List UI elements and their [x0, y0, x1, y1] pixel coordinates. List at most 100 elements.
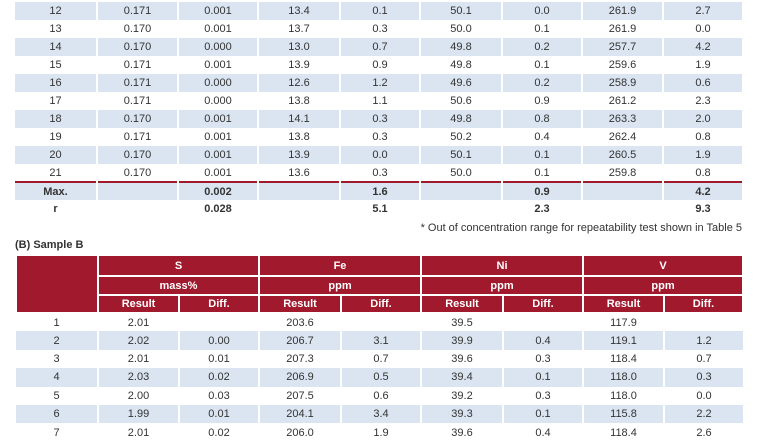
table-cell: 2.0: [662, 110, 742, 128]
table-cell: 50.0: [419, 20, 502, 38]
table-cell: 0.001: [177, 2, 258, 20]
table-cell: 18: [15, 110, 97, 128]
table-cell: 206.9: [258, 368, 341, 387]
table-cell: 17: [49, 95, 62, 107]
table-row: 13 0.170 0.001 13.7 0.3 50.0 0.1 261.9 0.0: [15, 20, 742, 38]
table-cell: 0.1: [502, 404, 583, 424]
table-cell: 21: [49, 166, 62, 179]
table-a: 12 0.171 0.001 13.4 0.1 50.1 0.0 261.9 2.7 13 0.17…: [15, 2, 742, 218]
table-cell: 50.6: [419, 92, 502, 110]
table-cell: [340, 313, 421, 332]
table-cell: 0.6: [340, 386, 421, 405]
table-cell: 0.7: [340, 349, 421, 369]
table-cell: 13.4: [257, 2, 340, 20]
table-cell: 263.3: [581, 110, 663, 128]
table-cell: 0.000: [177, 92, 258, 110]
table-cell: 0.4: [502, 331, 583, 350]
table-cell: 0.7: [339, 38, 420, 56]
table-cell: 50.1: [419, 146, 502, 164]
table-cell: 0.9: [501, 181, 582, 200]
table-cell: 0.1: [501, 20, 582, 38]
table-cell: 0.4: [501, 128, 582, 146]
table-cell: 13.0: [257, 38, 340, 56]
header-cell: Diff.: [502, 295, 584, 314]
table-cell: 50.1: [419, 2, 502, 20]
table-cell: 0.0: [339, 146, 420, 164]
page: {"table_a": { "rows": [ ["12","0.171","0…: [15, 2, 744, 442]
table-cell: 49.8: [419, 38, 502, 56]
header-cell: Diff.: [663, 295, 744, 314]
table-cell: 13: [49, 23, 62, 35]
table-row: 18 0.170 0.001 14.1 0.3 49.8 0.8 263.3 2.0: [15, 110, 742, 128]
table-row: 7 2.01 0.02 206.0 1.9 39.6 0.4 118.4 2.6: [16, 423, 743, 442]
table-row: 20 0.170 0.001 13.9 0.0 50.1 0.1 260.5 1.9: [15, 146, 742, 164]
table-cell: 19: [49, 131, 62, 143]
table-cell: 4: [16, 368, 98, 387]
table-cell: 39.2: [420, 386, 503, 405]
table-cell: 3: [53, 352, 60, 365]
table-cell: 0.0: [662, 20, 742, 38]
table-cell: 2.02: [97, 331, 179, 350]
table-cell: 118.4: [582, 349, 664, 369]
table-cell: 2: [16, 331, 98, 350]
table-cell: 5.1: [339, 200, 420, 218]
table-cell: 0.171: [96, 128, 178, 146]
table-row: 1 2.01 203.6 39.5 117.9: [16, 313, 743, 332]
table-cell: [96, 200, 178, 218]
table-cell: 15: [49, 59, 62, 71]
table-cell: 119.1: [582, 331, 664, 350]
header-cell: ppm: [258, 276, 422, 296]
table-cell: 207.3: [258, 349, 341, 369]
table-cell: 0.001: [177, 146, 258, 164]
table-row: 16 0.171 0.000 12.6 1.2 49.6 0.2 258.9 0.6: [15, 74, 742, 92]
table-cell: 39.6: [420, 349, 503, 369]
table-cell: [581, 181, 663, 200]
table-cell: 0.171: [96, 92, 178, 110]
table-cell: 0.1: [501, 56, 582, 74]
table-cell: 0.02: [178, 423, 259, 442]
table-cell: 7: [53, 426, 60, 439]
table-cell: 0.3: [339, 110, 420, 128]
table-cell: 204.1: [258, 404, 341, 424]
table-cell: 0.3: [502, 349, 583, 369]
table-cell: 6: [16, 404, 98, 424]
table-cell: 50.0: [419, 164, 502, 182]
table-cell: 0.02: [178, 368, 259, 387]
table-cell: 3.4: [340, 404, 421, 424]
table-cell: 13.8: [257, 128, 340, 146]
table-cell: 2.2: [663, 404, 743, 424]
header-cell: mass%: [97, 276, 260, 296]
table-cell: 14: [15, 38, 97, 56]
table-cell: 259.6: [581, 56, 663, 74]
table-cell: 2.3: [501, 200, 582, 218]
table-cell: Max.: [15, 181, 97, 200]
header-cell: S: [97, 256, 260, 277]
table-caption: (B) Sample B: [15, 239, 84, 251]
table-cell: 1.9: [662, 146, 742, 164]
table-cell: 4.2: [662, 181, 742, 200]
table-cell: 13.8: [257, 92, 340, 110]
table-cell: 259.8: [581, 164, 663, 182]
table-cell: 0.170: [96, 164, 178, 182]
table-cell: 0.001: [177, 164, 258, 182]
header-cell: Result: [420, 295, 504, 314]
table-cell: 117.9: [582, 313, 664, 332]
table-cell: 0.03: [178, 386, 259, 405]
table-cell: [96, 181, 178, 200]
table-cell: [502, 313, 583, 332]
table-cell: 260.5: [581, 146, 663, 164]
table-cell: 0.028: [177, 200, 258, 218]
table-cell: 0.000: [177, 74, 258, 92]
header-row: S Fe Ni V: [15, 256, 744, 314]
table-cell: 0.170: [96, 38, 178, 56]
table-cell: 5: [53, 389, 60, 402]
table-cell: 0.8: [662, 128, 742, 146]
table-cell: 0.171: [96, 56, 178, 74]
table-row: 19 0.171 0.001 13.8 0.3 50.2 0.4 262.4 0.8: [15, 128, 742, 146]
table-cell: 1.6: [339, 181, 420, 200]
table-cell: 1.99: [97, 404, 179, 424]
header-cell: [15, 256, 99, 314]
table-cell: [257, 181, 340, 200]
table-cell: 1.1: [339, 92, 420, 110]
